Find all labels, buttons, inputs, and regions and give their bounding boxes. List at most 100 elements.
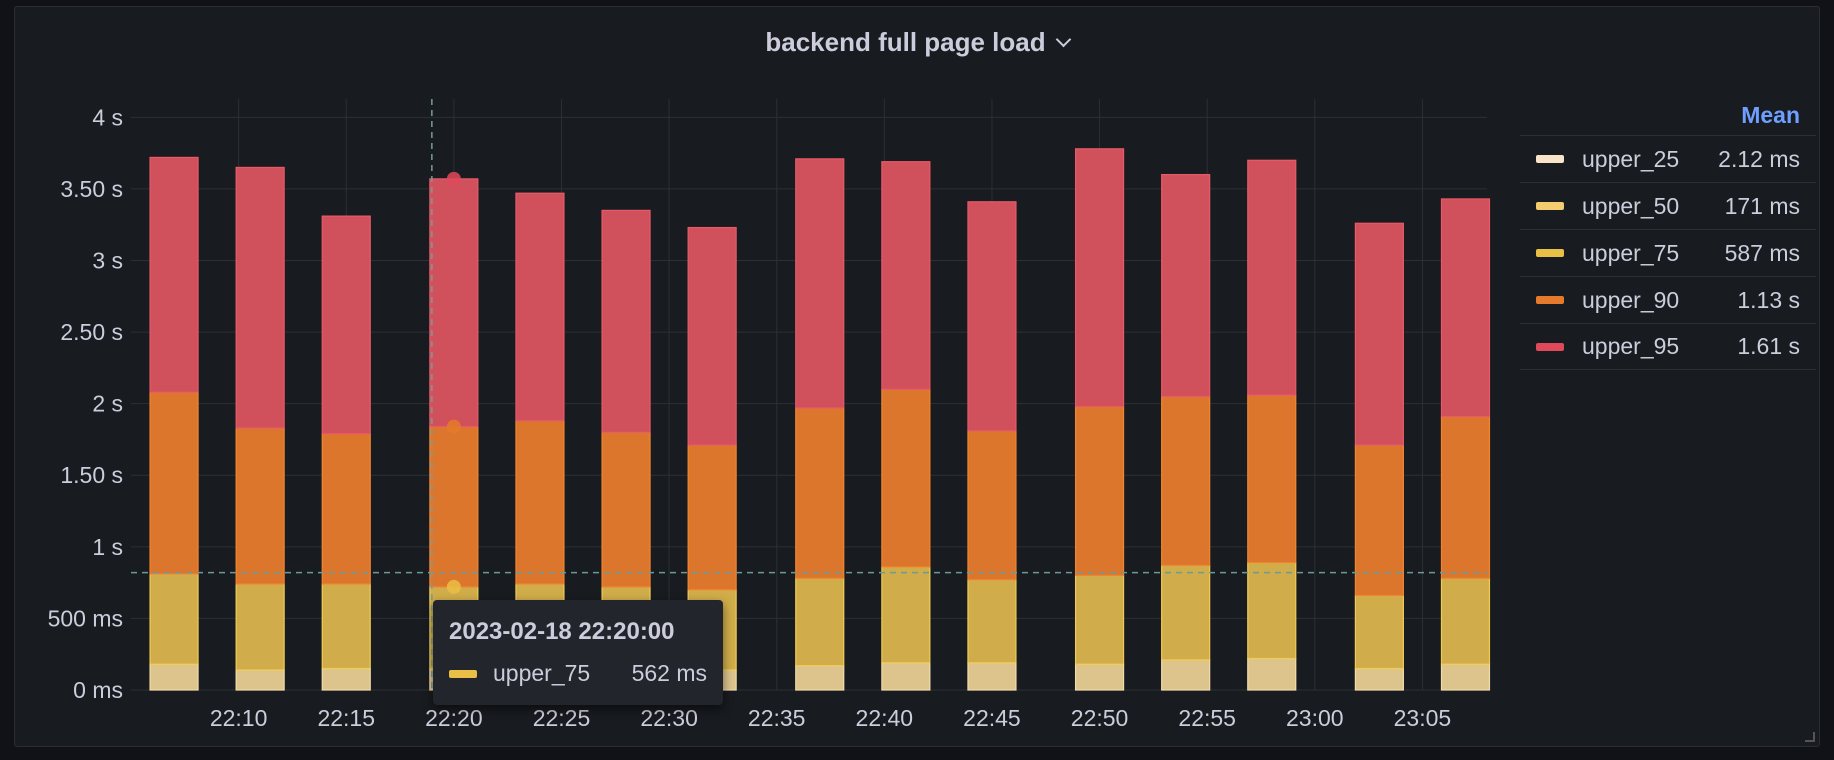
hover-point xyxy=(446,419,461,434)
legend-swatch xyxy=(1536,202,1564,210)
chart-area[interactable]: 0 ms 500 ms 1 s 1.50 s 2 s 2.50 s 3 s 3.50 s 4 s… xyxy=(15,7,1515,747)
y-tick-label: 2 s xyxy=(92,391,123,417)
bar-upper-25 xyxy=(1354,667,1404,691)
bar-upper-95 xyxy=(795,158,845,409)
legend-item-upper-75[interactable]: upper_75 587 ms xyxy=(1520,229,1816,276)
bar-upper-75 xyxy=(1354,594,1404,670)
bar-upper-25 xyxy=(1074,663,1125,691)
bar-upper-25 xyxy=(1440,663,1491,691)
bar-upper-90 xyxy=(1440,415,1491,579)
bar-upper-95 xyxy=(1074,148,1125,408)
x-tick-label: 22:20 xyxy=(425,705,483,731)
panel: backend full page load 0 ms 500 ms 1 s 1.50… xyxy=(14,6,1820,747)
bar-upper-25 xyxy=(149,663,199,691)
bar-upper-95 xyxy=(429,178,479,428)
bar-upper-95 xyxy=(601,209,651,433)
tooltip-time: 2023-02-18 22:20:00 xyxy=(449,618,675,645)
hover-point xyxy=(446,171,461,186)
y-tick-label: 500 ms xyxy=(48,605,123,631)
resize-handle-icon[interactable] xyxy=(1805,732,1815,742)
legend-item-label: upper_25 xyxy=(1582,145,1680,172)
bar-upper-25 xyxy=(881,662,931,691)
bar-upper-90 xyxy=(1074,405,1125,577)
bar-upper-75 xyxy=(1247,561,1297,660)
x-tick-label: 22:50 xyxy=(1071,705,1129,731)
legend-item-value: 1.61 s xyxy=(1737,333,1800,359)
y-tick-label: 1 s xyxy=(92,534,123,560)
legend: Mean upper_25 2.12 ms upper_50 171 ms up… xyxy=(1520,97,1816,370)
bar-upper-90 xyxy=(601,431,651,588)
bar-upper-95 xyxy=(1161,173,1211,398)
tooltip-series: upper_75 xyxy=(493,660,591,686)
tooltip-value: 562 ms xyxy=(631,660,707,686)
y-tick-label: 2.50 s xyxy=(60,319,123,345)
y-tick-label: 4 s xyxy=(92,104,123,130)
x-tick-label: 22:40 xyxy=(856,705,914,731)
bar-upper-95 xyxy=(515,192,565,422)
bar-upper-95 xyxy=(1354,222,1404,446)
bar-upper-90 xyxy=(967,430,1017,581)
legend-item-label: upper_75 xyxy=(1582,239,1680,266)
bar-upper-90 xyxy=(149,391,199,575)
legend-item-label: upper_90 xyxy=(1582,286,1680,313)
bar-upper-90 xyxy=(1247,394,1297,564)
bar-upper-90 xyxy=(429,425,479,588)
legend-swatch xyxy=(1536,342,1564,351)
bar-upper-25 xyxy=(321,667,371,691)
x-tick-label: 23:00 xyxy=(1286,705,1344,731)
bar-upper-75 xyxy=(881,566,931,664)
x-tick-label: 22:55 xyxy=(1178,705,1236,731)
x-tick-label: 22:10 xyxy=(210,705,268,731)
bar-upper-25 xyxy=(1161,659,1211,691)
bar-upper-90 xyxy=(1354,444,1404,597)
tooltip: 2023-02-18 22:20:00 upper_75 562 ms xyxy=(433,600,723,705)
bar-upper-95 xyxy=(235,166,285,429)
bar-upper-25 xyxy=(1247,657,1297,691)
tooltip-row: upper_75 562 ms xyxy=(449,660,707,687)
bar-upper-90 xyxy=(687,444,737,591)
legend-item-upper-25[interactable]: upper_25 2.12 ms xyxy=(1520,135,1816,182)
legend-item-label: upper_95 xyxy=(1582,333,1680,359)
bar-upper-25 xyxy=(967,662,1017,691)
bar-upper-25 xyxy=(235,669,285,691)
legend-swatch xyxy=(1536,155,1564,163)
bar-upper-75 xyxy=(795,577,845,667)
legend-swatch xyxy=(1536,249,1564,257)
y-tick-label: 3 s xyxy=(92,247,123,273)
legend-header-mean[interactable]: Mean xyxy=(1741,102,1800,128)
tooltip-swatch xyxy=(449,669,477,678)
bar-upper-25 xyxy=(795,665,845,691)
bar-upper-90 xyxy=(795,407,845,579)
bar-upper-95 xyxy=(1440,198,1491,418)
legend-item-upper-95[interactable]: upper_95 1.61 s xyxy=(1520,323,1816,370)
bar-upper-75 xyxy=(1440,577,1491,665)
y-tick-label: 1.50 s xyxy=(60,462,123,488)
x-tick-label: 23:05 xyxy=(1394,705,1452,731)
panel-title[interactable]: backend full page load xyxy=(15,27,1819,58)
panel-title-text: backend full page load xyxy=(765,27,1046,57)
bar-upper-95 xyxy=(321,215,371,435)
legend-item-label: upper_50 xyxy=(1582,192,1680,219)
legend-item-upper-90[interactable]: upper_90 1.13 s xyxy=(1520,276,1816,323)
legend-swatch xyxy=(1536,296,1564,304)
bar-upper-95 xyxy=(967,201,1017,432)
bar-upper-95 xyxy=(881,161,931,390)
bar-upper-95 xyxy=(149,156,199,393)
bar-upper-75 xyxy=(967,579,1017,664)
y-tick-label: 3.50 s xyxy=(60,176,123,202)
legend-item-upper-50[interactable]: upper_50 171 ms xyxy=(1520,182,1816,229)
legend-item-value: 587 ms xyxy=(1724,239,1800,266)
bar-upper-75 xyxy=(1161,564,1211,661)
bar-upper-90 xyxy=(235,427,285,585)
x-tick-label: 22:15 xyxy=(317,705,375,731)
hover-point xyxy=(446,579,461,594)
bar-upper-75 xyxy=(149,573,199,665)
legend-item-value: 171 ms xyxy=(1724,192,1800,219)
bar-upper-75 xyxy=(1074,574,1125,665)
bar-upper-90 xyxy=(515,420,565,585)
x-tick-label: 22:30 xyxy=(640,705,698,731)
legend-item-value: 2.12 ms xyxy=(1718,145,1800,172)
bar-upper-90 xyxy=(1161,395,1211,567)
x-tick-label: 22:25 xyxy=(533,705,591,731)
legend-item-value: 1.13 s xyxy=(1737,286,1800,313)
